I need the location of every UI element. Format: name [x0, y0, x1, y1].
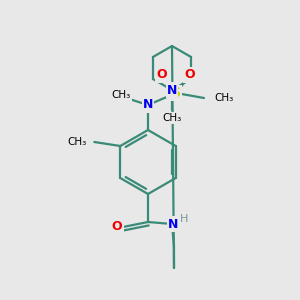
Text: S: S: [171, 86, 181, 100]
Text: O: O: [112, 220, 122, 233]
Text: CH₃: CH₃: [214, 93, 233, 103]
Text: O: O: [157, 68, 167, 82]
Text: CH₃: CH₃: [67, 137, 86, 147]
Text: H: H: [180, 214, 188, 224]
Text: CH₃: CH₃: [111, 90, 130, 100]
Text: N: N: [143, 98, 153, 112]
Text: N: N: [167, 83, 177, 97]
Text: CH₃: CH₃: [162, 113, 182, 123]
Text: N: N: [168, 218, 178, 230]
Text: O: O: [185, 68, 195, 82]
